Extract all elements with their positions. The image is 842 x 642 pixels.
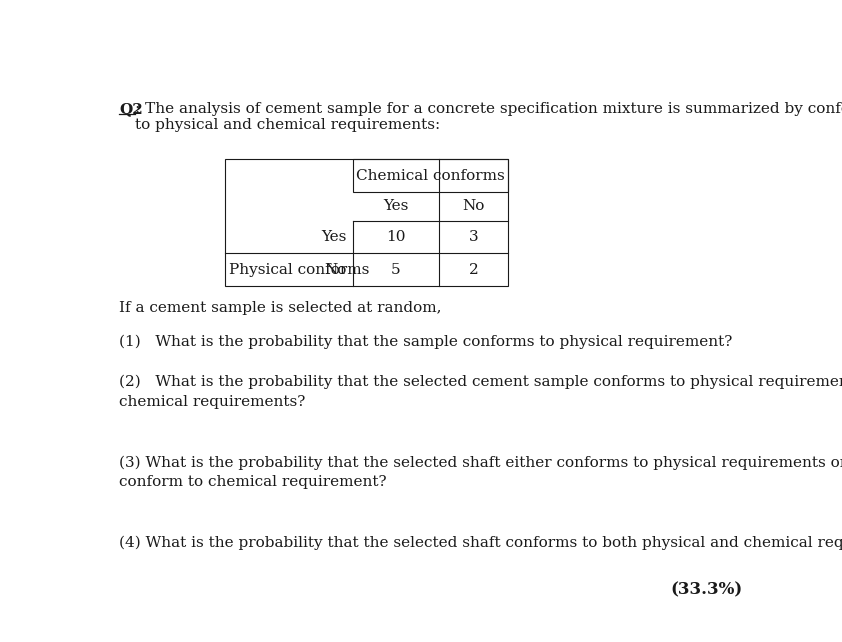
Text: : The analysis of cement sample for a concrete specification mixture is summariz: : The analysis of cement sample for a co… <box>136 101 842 132</box>
Text: 5: 5 <box>391 263 401 277</box>
Text: No: No <box>462 200 484 213</box>
Text: 2: 2 <box>468 263 478 277</box>
Text: No: No <box>325 263 347 277</box>
Text: If a cement sample is selected at random,: If a cement sample is selected at random… <box>120 301 442 315</box>
Text: Yes: Yes <box>383 200 408 213</box>
Text: Yes: Yes <box>322 230 347 244</box>
Text: 3: 3 <box>468 230 478 244</box>
Text: Q2: Q2 <box>120 101 143 116</box>
Bar <box>354 159 509 192</box>
Text: Chemical conforms: Chemical conforms <box>356 169 505 182</box>
Bar <box>226 159 509 286</box>
Text: (2)   What is the probability that the selected cement sample conforms to physic: (2) What is the probability that the sel… <box>120 375 842 409</box>
Text: Physical conforms: Physical conforms <box>229 263 370 277</box>
Text: (3) What is the probability that the selected shaft either conforms to physical : (3) What is the probability that the sel… <box>120 455 842 489</box>
Text: (4) What is the probability that the selected shaft conforms to both physical an: (4) What is the probability that the sel… <box>120 535 842 550</box>
Text: 10: 10 <box>386 230 406 244</box>
Text: (1)   What is the probability that the sample conforms to physical requirement?: (1) What is the probability that the sam… <box>120 335 733 349</box>
Text: (33.3%): (33.3%) <box>670 582 743 598</box>
